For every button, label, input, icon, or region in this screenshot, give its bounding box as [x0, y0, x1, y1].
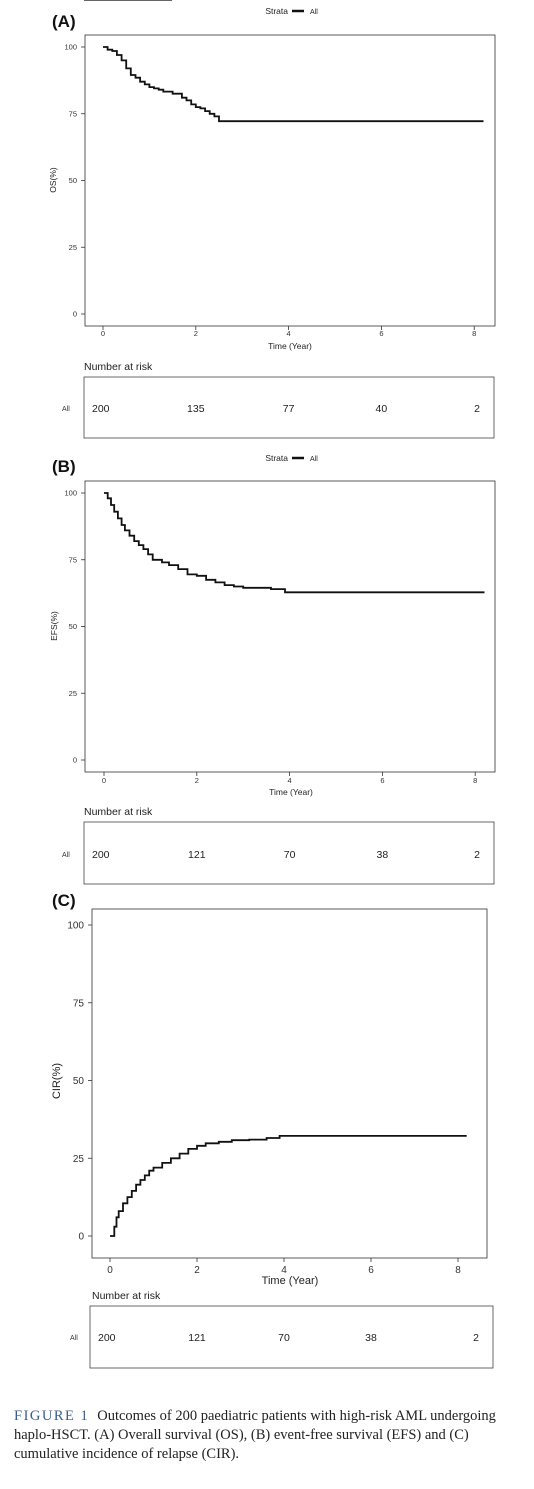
panel-1-series-all-line — [103, 46, 484, 123]
panel-1-risk-value-2: 77 — [283, 403, 295, 415]
panel-2-risk-value-4: 2 — [474, 849, 480, 861]
panel-1-ytick-label-25: 25 — [69, 243, 77, 252]
panel-3-risk-row-label: All — [70, 1335, 78, 1342]
panel-1-xlabel: Time (Year) — [268, 341, 312, 351]
panel-3-series-all-line — [110, 1135, 467, 1237]
panel-2-xtick-label-4: 4 — [288, 776, 292, 785]
panel-3-ytick-label-0: 0 — [78, 1232, 84, 1243]
panel-3-ytick-label-50: 50 — [73, 1076, 85, 1087]
panel-3-letter: (C) — [52, 891, 76, 910]
panel-2-xtick-label-2: 2 — [195, 776, 199, 785]
panel-2-risk-value-3: 38 — [377, 849, 389, 861]
panel-2-risk-frame — [83, 821, 495, 885]
panel-2-ylabel: EFS(%) — [49, 611, 59, 641]
panel-1-risk-frame — [83, 376, 495, 439]
panel-3-risk-value-3: 38 — [365, 1332, 377, 1344]
panel-2-ytick-label-0: 0 — [73, 756, 77, 765]
panel-2-letter: (B) — [52, 457, 76, 476]
panel-1-ytick-label-0: 0 — [73, 310, 77, 319]
panel-2-legend-title: Strata — [265, 453, 288, 463]
panel-1-legend-title: Strata — [265, 6, 288, 16]
panel-1-ylabel: OS(%) — [48, 167, 58, 193]
panel-1-risk-row-label: All — [62, 406, 70, 413]
panel-2-ytick-label-25: 25 — [69, 689, 77, 698]
panel-2-xtick-label-8: 8 — [473, 776, 477, 785]
panel-3-ytick-label-100: 100 — [67, 921, 84, 932]
panel-1-letter: (A) — [52, 12, 76, 31]
panel-3-ylabel: CIR(%) — [51, 1063, 63, 1099]
panel-3-xtick-label-8: 8 — [455, 1265, 461, 1276]
panel-1-risk-title: Number at risk — [84, 361, 153, 373]
panel-1-risk-value-3: 40 — [376, 403, 388, 415]
panel-1-plot-frame — [84, 34, 496, 327]
panel-3-risk-frame — [89, 1305, 494, 1369]
panel-1-xtick-label-8: 8 — [472, 329, 476, 338]
panel-3-xlabel: Time (Year) — [262, 1275, 319, 1287]
panel-1-xtick-label-2: 2 — [194, 329, 198, 338]
panel-2-ytick-label-75: 75 — [69, 555, 77, 564]
panel-2-risk-value-2: 70 — [284, 849, 296, 861]
panel-1-xtick-label-4: 4 — [287, 329, 291, 338]
panel-2-risk-title: Number at risk — [84, 806, 153, 818]
panel-1-xtick-label-6: 6 — [379, 329, 383, 338]
panel-3-ytick-label-75: 75 — [73, 998, 85, 1009]
caption-label: FIGURE 1 — [14, 1408, 90, 1424]
panel-2-plot-frame — [84, 480, 496, 773]
panel-3-risk-value-2: 70 — [278, 1332, 290, 1344]
panel-1-risk-value-4: 2 — [474, 403, 480, 415]
panel-3-risk-title: Number at risk — [92, 1290, 161, 1302]
panel-1-ytick-label-100: 100 — [64, 43, 77, 52]
panel-2-ytick-label-50: 50 — [69, 622, 77, 631]
panel-3-risk-value-0: 200 — [98, 1332, 116, 1344]
panel-3-xtick-label-2: 2 — [194, 1265, 200, 1276]
caption-text: Outcomes of 200 paediatric patients with… — [14, 1408, 496, 1462]
panel-2-risk-row-label: All — [62, 852, 70, 859]
panel-1-legend-entry: All — [310, 9, 318, 16]
figure-canvas: (A) Strata All 0 25 50 75 100 0 2 4 6 8 Time (Year) OS… — [48, 6, 496, 1369]
panel-1-risk-value-0: 200 — [92, 403, 110, 415]
panel-2-xtick-label-6: 6 — [380, 776, 384, 785]
panel-3-xtick-label-6: 6 — [368, 1265, 374, 1276]
figure-caption: FIGURE 1 Outcomes of 200 paediatric patie… — [14, 1407, 520, 1464]
panel-3-risk-value-4: 2 — [473, 1332, 479, 1344]
panel-3-risk-value-1: 121 — [188, 1332, 206, 1344]
panel-1-ytick-label-75: 75 — [69, 109, 77, 118]
panel-1-ytick-label-50: 50 — [69, 176, 77, 185]
panel-3-xtick-label-0: 0 — [107, 1265, 113, 1276]
panel-1-risk-value-1: 135 — [187, 403, 205, 415]
panel-1-xtick-label-0: 0 — [101, 329, 105, 338]
panel-2-xtick-label-0: 0 — [102, 776, 106, 785]
panel-2-legend-entry: All — [310, 456, 318, 463]
panel-2-risk-value-0: 200 — [92, 849, 110, 861]
panel-2-xlabel: Time (Year) — [269, 787, 313, 797]
panel-3-xtick-label-4: 4 — [281, 1265, 287, 1276]
panel-2-series-all-line — [104, 492, 485, 594]
top-rule — [84, 0, 172, 1]
panel-3-plot-frame — [91, 908, 488, 1259]
panel-2-ytick-label-100: 100 — [64, 489, 77, 498]
panel-2-risk-value-1: 121 — [188, 849, 206, 861]
panel-3-ytick-label-25: 25 — [73, 1154, 85, 1165]
